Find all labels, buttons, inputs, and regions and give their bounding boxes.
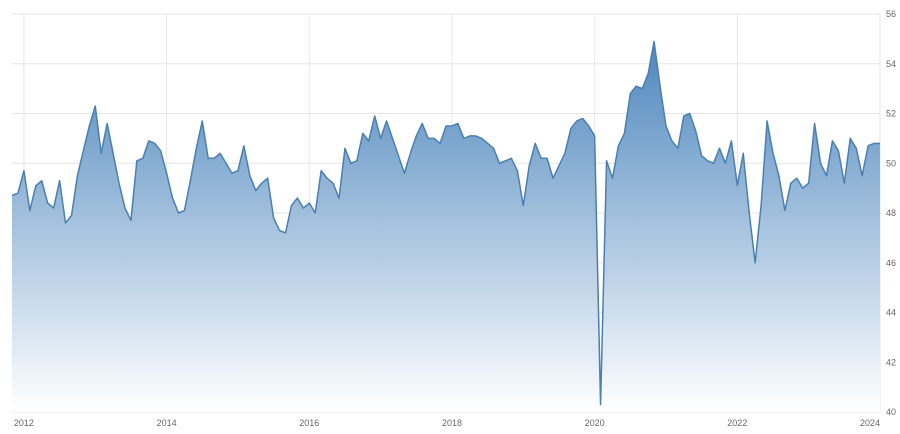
- series-area: [11, 40, 880, 413]
- x-tick-label: 2022: [727, 418, 747, 428]
- y-tick-label: 50: [886, 158, 896, 168]
- y-tick-label: 54: [886, 59, 896, 69]
- series-line: [11, 40, 880, 406]
- x-tick-label: 2018: [442, 418, 462, 428]
- y-axis: 40 42 44 46 48 50 52 54 56: [886, 9, 896, 417]
- y-tick-label: 56: [886, 9, 896, 19]
- y-tick-label: 44: [886, 308, 896, 318]
- x-tick-label: 2014: [157, 418, 177, 428]
- y-tick-label: 52: [886, 109, 896, 119]
- x-axis: 2012 2014 2016 2018 2020 2022 2024: [14, 418, 880, 428]
- x-tick-label: 2012: [14, 418, 34, 428]
- y-tick-label: 42: [886, 357, 896, 367]
- x-tick-label: 2020: [585, 418, 605, 428]
- x-tick-label: 2016: [299, 418, 319, 428]
- area-fill: [12, 41, 880, 413]
- y-tick-label: 40: [886, 407, 896, 417]
- y-tick-label: 48: [886, 208, 896, 218]
- x-tick-label: 2024: [860, 418, 880, 428]
- y-tick-label: 46: [886, 258, 896, 268]
